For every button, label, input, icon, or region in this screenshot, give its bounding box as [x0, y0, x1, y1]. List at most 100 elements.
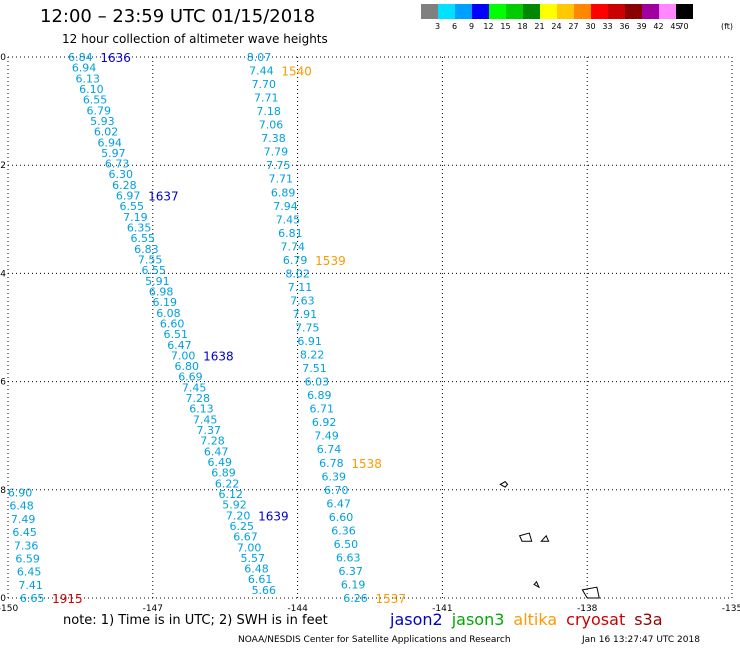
color-scale-unit: (ft)	[721, 22, 734, 31]
color-scale-label: 21	[534, 22, 545, 31]
wave-height-value: 6.30	[109, 168, 134, 181]
wave-height-value: 6.67	[233, 531, 258, 544]
color-swatch	[625, 4, 642, 19]
wave-height-value: 8.02	[285, 267, 310, 280]
color-scale-bar	[421, 4, 693, 19]
wave-height-value: 6.47	[326, 497, 351, 510]
color-swatch	[523, 4, 540, 19]
footer-note: note: 1) Time is in UTC; 2) SWH is in fe…	[63, 613, 328, 628]
wave-height-value: 5.57	[241, 552, 266, 565]
color-scale-label: 27	[568, 22, 579, 31]
wave-height-value: 6.71	[309, 403, 334, 416]
island-outline	[518, 532, 533, 542]
y-tick-label: -10	[0, 594, 6, 604]
wave-height-value: 6.47	[167, 339, 192, 352]
wave-height-value: 6.89	[307, 389, 332, 402]
track-time-label: 1539	[315, 254, 346, 268]
color-scale-label: 9	[468, 22, 475, 31]
track-time-label: 1915	[52, 592, 83, 606]
wave-height-value: 7.49	[314, 430, 339, 443]
wave-height-value: 5.66	[252, 584, 277, 597]
wave-height-value: 6.61	[248, 573, 273, 586]
y-tick-label: 0	[0, 53, 6, 63]
satellite-legend: jason2 jason3 altika cryosat s3a	[390, 610, 672, 629]
wave-height-value: 6.73	[105, 158, 130, 171]
x-tick-label: -147	[143, 604, 163, 614]
wave-height-value: 6.81	[278, 227, 303, 240]
color-swatch	[540, 4, 557, 19]
color-scale-label: 36	[619, 22, 630, 31]
wave-height-value: 6.19	[341, 578, 366, 591]
wave-height-value: 7.38	[261, 132, 286, 145]
wave-height-value: 6.91	[297, 335, 322, 348]
timestamp-text: Jan 16 13:27:47 UTC 2018	[582, 635, 700, 645]
wave-height-value: 7.45	[182, 381, 207, 394]
wave-height-value: 6.25	[230, 520, 255, 533]
color-scale-labels: 3 6 9 12 15 18 21 24 27 30 33 36 39 42 45 70	[421, 22, 740, 34]
wave-height-value: 6.08	[156, 307, 181, 320]
wave-height-value: 6.70	[324, 484, 349, 497]
wave-height-value: 7.71	[254, 92, 279, 105]
y-tick-label: -2	[0, 161, 6, 171]
wave-height-value: 6.47	[204, 445, 229, 458]
wave-height-value: 8.22	[300, 349, 325, 362]
wave-height-value: 6.19	[153, 296, 178, 309]
x-tick-label: -135	[722, 604, 740, 614]
wave-height-value: 6.65	[20, 592, 45, 605]
color-swatch	[676, 4, 693, 19]
wave-height-value: 6.94	[97, 136, 122, 149]
credit-text: NOAA/NESDIS Center for Satellite Applica…	[238, 635, 511, 645]
wave-height-value: 6.94	[72, 62, 97, 75]
wave-height-value: 6.69	[178, 371, 203, 384]
color-scale-label: 3	[434, 22, 441, 31]
legend-jason2: jason2	[390, 610, 443, 629]
wave-height-value: 6.03	[305, 376, 330, 389]
wave-height-value: 7.71	[268, 173, 293, 186]
wave-height-value: 7.37	[197, 424, 222, 437]
track-time-label: 1639	[258, 509, 289, 523]
wave-height-value: 6.63	[336, 551, 361, 564]
page-title: 12:00 – 23:59 UTC 01/15/2018	[40, 6, 316, 27]
x-tick-label: -141	[432, 604, 452, 614]
wave-height-value: 7.00	[237, 541, 262, 554]
color-scale-label: 70	[678, 22, 689, 31]
wave-height-value: 7.70	[252, 78, 277, 91]
wave-height-value: 6.13	[75, 72, 100, 85]
wave-height-value: 6.12	[219, 488, 244, 501]
y-tick-label: -6	[0, 378, 6, 388]
y-tick-label: -8	[0, 486, 6, 496]
wave-height-value: 7.79	[264, 146, 289, 159]
island-outline	[540, 534, 550, 542]
wave-height-value: 6.55	[131, 232, 156, 245]
wave-height-value: 7.20	[226, 509, 251, 522]
wave-height-value: 7.00	[171, 349, 196, 362]
wave-height-value: 6.48	[244, 563, 269, 576]
color-scale-label: 15	[500, 22, 511, 31]
color-swatch	[421, 4, 438, 19]
wave-height-value: 6.13	[189, 403, 214, 416]
wave-height-value: 7.45	[276, 213, 301, 226]
wave-height-value: 7.94	[273, 200, 298, 213]
wave-height-value: 6.92	[312, 416, 337, 429]
legend-s3a: s3a	[634, 610, 663, 629]
wave-height-value: 7.19	[123, 211, 148, 224]
wave-height-value: 7.45	[193, 413, 218, 426]
wave-height-value: 6.22	[215, 477, 240, 490]
wave-height-value: 6.60	[329, 511, 354, 524]
wave-height-value: 6.39	[322, 470, 347, 483]
wave-height-value: 5.93	[90, 115, 115, 128]
color-scale-label: 42	[653, 22, 664, 31]
wave-height-value: 6.90	[8, 487, 33, 500]
wave-height-value: 7.55	[138, 253, 163, 266]
color-scale-label: 18	[517, 22, 528, 31]
color-swatch	[506, 4, 523, 19]
wave-height-value: 7.41	[18, 579, 43, 592]
wave-height-value: 7.74	[281, 240, 306, 253]
color-scale-label: 12	[483, 22, 494, 31]
wave-height-value: 7.51	[302, 362, 327, 375]
track-time-label: 1638	[203, 349, 234, 363]
wave-height-value: 6.79	[86, 104, 111, 117]
color-swatch	[489, 4, 506, 19]
wave-height-value: 6.97	[116, 190, 141, 203]
